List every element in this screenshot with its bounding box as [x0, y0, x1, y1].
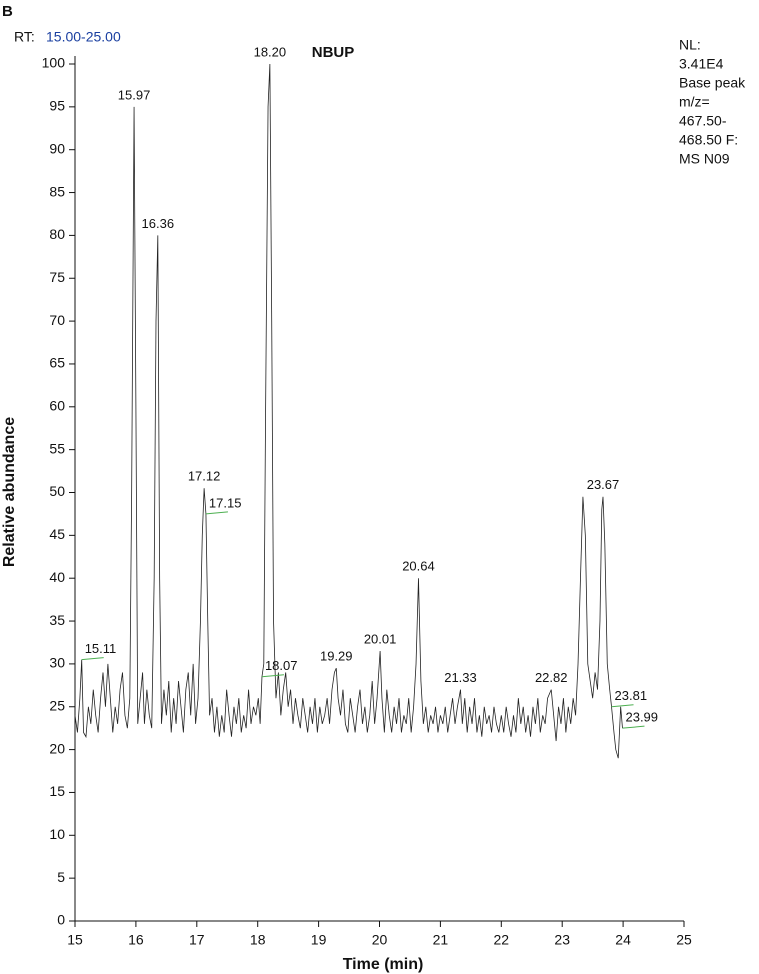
y-tick-label: 95: [49, 98, 65, 114]
peak-label: 20.64: [402, 559, 435, 574]
y-tick-label: 60: [49, 398, 65, 414]
panel-label: B: [2, 3, 13, 20]
trace: [74, 63, 623, 759]
y-tick-label: 55: [49, 440, 65, 456]
peak-label: 18.20: [254, 44, 287, 59]
y-tick-label: 85: [49, 183, 65, 199]
y-tick-label: 25: [49, 697, 65, 713]
x-tick-label: 17: [189, 932, 205, 948]
x-tick-label: 19: [311, 932, 327, 948]
y-tick-label: 30: [49, 655, 65, 671]
y-tick-label: 50: [49, 483, 65, 499]
peak-label: 19.29: [320, 649, 353, 664]
peak-label: 16.36: [142, 216, 175, 231]
peak-label: 21.33: [444, 670, 477, 685]
leader-line: [81, 657, 104, 661]
peak-label: 23.99: [625, 710, 658, 725]
y-tick-label: 90: [49, 140, 65, 156]
y-tick-label: 5: [57, 869, 65, 885]
y-tick-label: 75: [49, 269, 65, 285]
info-line: NL:: [679, 37, 701, 53]
info-line: 3.41E4: [679, 56, 724, 72]
x-tick-label: 22: [494, 932, 510, 948]
y-tick-label: 40: [49, 569, 65, 585]
peak-label: 23.67: [587, 477, 620, 492]
y-tick-label: 15: [49, 783, 65, 799]
rt-label: RT:: [14, 29, 35, 45]
x-axis-label: Time (min): [343, 956, 424, 973]
info-line: 467.50-: [679, 113, 727, 129]
peak-label: 18.07: [265, 658, 298, 673]
peak-label: 20.01: [364, 631, 397, 646]
info-line: 468.50 F:: [679, 132, 738, 148]
y-tick-label: 65: [49, 355, 65, 371]
x-tick-label: 24: [615, 932, 631, 948]
y-tick-label: 0: [57, 912, 65, 928]
x-tick-label: 20: [372, 932, 388, 948]
x-tick-label: 23: [554, 932, 570, 948]
y-tick-label: 70: [49, 312, 65, 328]
peak-label: 22.82: [535, 670, 568, 685]
x-tick-label: 15: [67, 932, 83, 948]
y-tick-label: 35: [49, 612, 65, 628]
x-tick-label: 18: [250, 932, 266, 948]
leader-line: [261, 674, 285, 678]
x-tick-label: 21: [433, 932, 449, 948]
y-tick-label: 100: [42, 55, 66, 71]
y-tick-label: 10: [49, 826, 65, 842]
peak-label: 17.15: [209, 495, 242, 510]
y-axis-label: Relative abundance: [1, 417, 18, 567]
info-line: m/z=: [679, 94, 710, 110]
rt-range: 15.00-25.00: [46, 29, 121, 45]
leader-line: [205, 511, 228, 515]
info-line: MS N09: [679, 151, 730, 167]
peak-label: 15.97: [118, 87, 151, 102]
leader-line: [622, 725, 645, 729]
peak-label: 15.11: [85, 641, 117, 656]
chart-title: NBUP: [312, 44, 355, 61]
info-line: Base peak: [679, 75, 746, 91]
x-tick-label: 16: [128, 932, 144, 948]
x-tick-label: 25: [676, 932, 692, 948]
y-tick-label: 20: [49, 740, 65, 756]
peak-label: 23.81: [615, 688, 648, 703]
y-tick-label: 45: [49, 526, 65, 542]
peak-label: 17.12: [188, 469, 221, 484]
y-tick-label: 80: [49, 226, 65, 242]
leader-line: [611, 704, 634, 708]
